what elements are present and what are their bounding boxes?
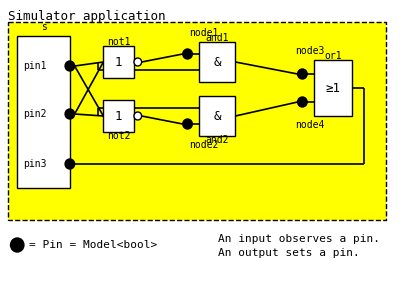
Text: and2: and2 — [205, 135, 228, 145]
FancyBboxPatch shape — [199, 42, 235, 82]
Text: &: & — [213, 56, 221, 69]
Text: = Pin = Model<bool>: = Pin = Model<bool> — [28, 240, 157, 250]
Text: node2: node2 — [189, 140, 218, 150]
Text: pin3: pin3 — [23, 159, 46, 169]
FancyBboxPatch shape — [103, 100, 134, 132]
Text: not2: not2 — [107, 131, 130, 141]
Circle shape — [182, 49, 192, 59]
Circle shape — [65, 109, 74, 119]
Text: ≥1: ≥1 — [325, 81, 339, 94]
Text: Simulator application: Simulator application — [7, 10, 165, 23]
Circle shape — [65, 61, 74, 71]
Circle shape — [10, 238, 24, 252]
FancyBboxPatch shape — [17, 36, 70, 188]
Text: s: s — [40, 22, 46, 32]
Circle shape — [297, 69, 306, 79]
Text: node1: node1 — [189, 28, 218, 38]
Text: An input observes a pin.: An input observes a pin. — [218, 234, 379, 244]
Text: node3: node3 — [294, 46, 323, 56]
Circle shape — [297, 97, 306, 107]
Text: pin1: pin1 — [23, 61, 46, 71]
Text: 1: 1 — [115, 109, 122, 123]
FancyBboxPatch shape — [7, 22, 385, 220]
Text: or1: or1 — [323, 51, 341, 61]
Text: 1: 1 — [115, 56, 122, 69]
Text: and1: and1 — [205, 33, 228, 43]
Circle shape — [134, 58, 141, 66]
Circle shape — [182, 119, 192, 129]
Text: not1: not1 — [107, 37, 130, 47]
FancyBboxPatch shape — [313, 60, 351, 116]
Text: pin2: pin2 — [23, 109, 46, 119]
Circle shape — [134, 112, 141, 120]
Circle shape — [65, 159, 74, 169]
Text: An output sets a pin.: An output sets a pin. — [218, 248, 359, 258]
Text: &: & — [213, 109, 221, 123]
Text: node4: node4 — [294, 120, 323, 130]
FancyBboxPatch shape — [199, 96, 235, 136]
FancyBboxPatch shape — [103, 46, 134, 78]
